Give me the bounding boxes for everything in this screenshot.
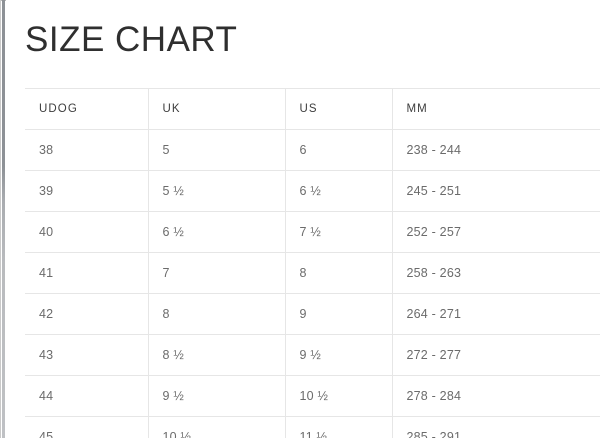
cell-uk: 5 ½ [148,170,286,212]
cell-uk: 8 ½ [148,334,286,376]
table-body: 38 5 6 238 - 244 39 5 ½ 6 ½ 245 - 251 40… [25,129,600,438]
cell-uk: 5 [148,129,286,171]
cell-udog: 41 [25,252,149,294]
cell-mm: 272 - 277 [392,334,600,376]
table-row: 44 9 ½ 10 ½ 278 - 284 [25,375,600,417]
cell-udog: 38 [25,129,149,171]
table-row: 43 8 ½ 9 ½ 272 - 277 [25,334,600,376]
table-header-row: UDOG UK US MM [25,88,600,130]
page-title: SIZE CHART [25,20,238,59]
vertical-scrollbar-thumb[interactable] [2,0,5,438]
cell-udog: 45 [25,416,149,438]
table-row: 38 5 6 238 - 244 [25,129,600,171]
cell-udog: 39 [25,170,149,212]
page-border-left [0,0,1,438]
column-header-mm: MM [392,88,600,130]
cell-us: 7 ½ [285,211,393,253]
cell-mm: 238 - 244 [392,129,600,171]
cell-udog: 42 [25,293,149,335]
table-row: 42 8 9 264 - 271 [25,293,600,335]
table-row: 45 10 ½ 11 ½ 285 - 291 [25,416,600,438]
cell-mm: 264 - 271 [392,293,600,335]
size-chart-page: SIZE CHART UDOG UK US MM 38 5 [6,0,600,438]
cell-uk: 8 [148,293,286,335]
cell-udog: 43 [25,334,149,376]
cell-us: 9 ½ [285,334,393,376]
cell-mm: 258 - 263 [392,252,600,294]
size-chart-table: UDOG UK US MM 38 5 6 238 - 244 39 5 ½ 6 … [25,88,600,438]
size-table-container: UDOG UK US MM 38 5 6 238 - 244 39 5 ½ 6 … [25,88,600,438]
cell-mm: 285 - 291 [392,416,600,438]
column-header-us: US [285,88,393,130]
column-header-udog: UDOG [25,88,149,130]
column-header-uk: UK [148,88,286,130]
cell-udog: 40 [25,211,149,253]
table-row: 41 7 8 258 - 263 [25,252,600,294]
cell-mm: 252 - 257 [392,211,600,253]
cell-us: 6 ½ [285,170,393,212]
cell-us: 6 [285,129,393,171]
cell-udog: 44 [25,375,149,417]
table-header: UDOG UK US MM [25,88,600,130]
cell-us: 9 [285,293,393,335]
cell-us: 10 ½ [285,375,393,417]
cell-uk: 9 ½ [148,375,286,417]
cell-us: 8 [285,252,393,294]
table-row: 40 6 ½ 7 ½ 252 - 257 [25,211,600,253]
table-row: 39 5 ½ 6 ½ 245 - 251 [25,170,600,212]
cell-uk: 6 ½ [148,211,286,253]
cell-uk: 7 [148,252,286,294]
cell-mm: 278 - 284 [392,375,600,417]
cell-uk: 10 ½ [148,416,286,438]
cell-mm: 245 - 251 [392,170,600,212]
cell-us: 11 ½ [285,416,393,438]
